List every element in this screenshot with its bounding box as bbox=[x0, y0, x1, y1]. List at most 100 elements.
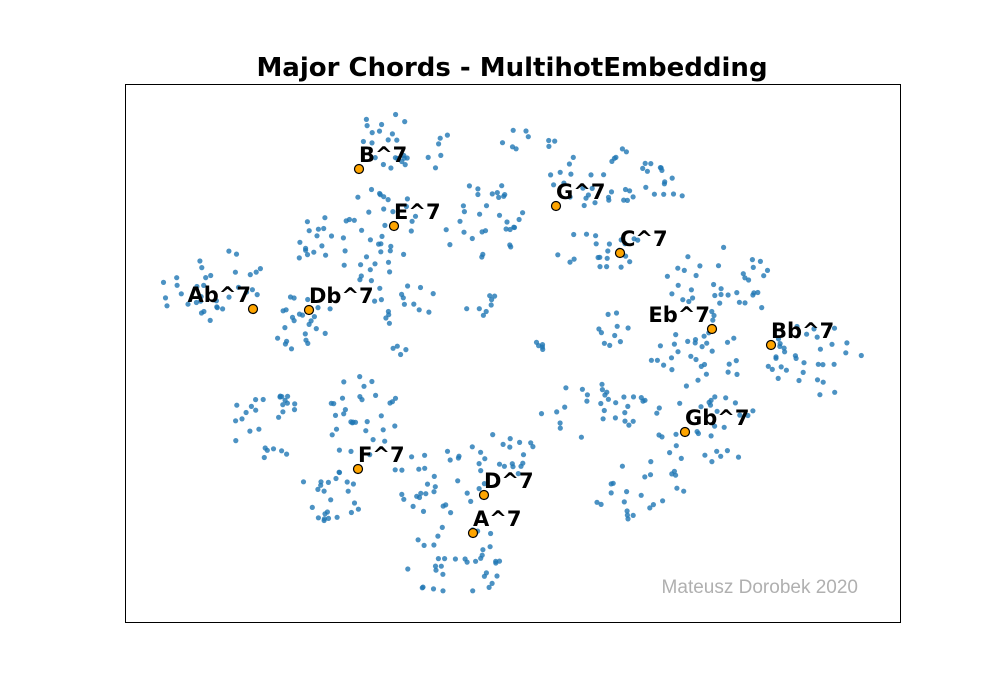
scatter-point bbox=[476, 306, 482, 312]
scatter-point bbox=[661, 362, 667, 368]
scatter-point bbox=[336, 447, 342, 453]
scatter-point bbox=[279, 448, 285, 454]
scatter-point bbox=[394, 343, 400, 349]
scatter-point bbox=[319, 243, 325, 249]
scatter-point bbox=[688, 287, 695, 293]
scatter-point bbox=[555, 252, 561, 258]
scatter-point bbox=[405, 566, 411, 572]
scatter-point bbox=[513, 146, 519, 152]
scatter-point bbox=[499, 140, 506, 146]
scatter-point bbox=[435, 533, 441, 539]
scatter-point bbox=[357, 374, 363, 380]
scatter-point bbox=[737, 412, 743, 418]
scatter-point bbox=[418, 490, 424, 496]
scatter-point bbox=[455, 478, 461, 484]
scatter-point bbox=[726, 361, 732, 367]
scatter-point bbox=[794, 323, 800, 330]
scatter-point bbox=[647, 472, 654, 478]
scatter-point bbox=[321, 488, 327, 494]
scatter-point bbox=[367, 452, 373, 458]
scatter-point bbox=[315, 486, 321, 492]
scatter-point bbox=[331, 401, 337, 407]
scatter-point bbox=[685, 254, 691, 260]
scatter-point bbox=[746, 277, 752, 283]
chord-label: B^7 bbox=[359, 143, 407, 167]
scatter-point bbox=[457, 218, 463, 224]
scatter-point bbox=[368, 278, 374, 284]
scatter-point bbox=[403, 203, 409, 210]
scatter-point bbox=[717, 300, 723, 306]
scatter-point bbox=[679, 193, 685, 199]
scatter-point bbox=[688, 353, 694, 359]
scatter-point bbox=[481, 573, 487, 579]
scatter-point bbox=[401, 251, 407, 257]
scatter-point bbox=[496, 212, 503, 218]
scatter-point bbox=[405, 283, 411, 289]
scatter-point bbox=[262, 445, 268, 451]
scatter-point bbox=[702, 452, 708, 458]
scatter-point bbox=[440, 588, 446, 594]
scatter-point bbox=[380, 161, 386, 168]
scatter-point bbox=[438, 152, 444, 158]
scatter-point bbox=[709, 459, 715, 465]
scatter-point bbox=[612, 332, 618, 339]
scatter-point bbox=[409, 454, 415, 460]
scatter-point bbox=[247, 272, 253, 278]
scatter-point bbox=[618, 264, 624, 270]
scatter-point bbox=[385, 197, 391, 203]
scatter-point bbox=[692, 337, 699, 343]
scatter-point bbox=[477, 211, 483, 217]
scatter-point bbox=[296, 255, 302, 261]
scatter-point bbox=[686, 298, 692, 305]
scatter-point bbox=[390, 209, 396, 215]
scatter-point bbox=[417, 284, 424, 291]
scatter-point bbox=[160, 279, 167, 285]
scatter-point bbox=[697, 263, 703, 269]
scatter-point bbox=[378, 297, 384, 303]
scatter-point bbox=[642, 474, 648, 480]
scatter-point bbox=[422, 465, 428, 471]
chart-title: Major Chords - MultihotEmbedding bbox=[256, 53, 767, 83]
scatter-point bbox=[399, 467, 405, 473]
scatter-point bbox=[481, 481, 487, 487]
scatter-point bbox=[814, 334, 820, 340]
scatter-point bbox=[469, 444, 475, 450]
scatter-point bbox=[403, 347, 409, 353]
scatter-point bbox=[381, 194, 387, 200]
scatter-point bbox=[843, 350, 849, 356]
scatter-point bbox=[174, 282, 180, 288]
scatter-point bbox=[480, 312, 486, 318]
scatter-point bbox=[478, 468, 484, 474]
scatter-point bbox=[199, 265, 205, 271]
scatter-point bbox=[492, 293, 498, 299]
scatter-point bbox=[734, 290, 740, 296]
scatter-point bbox=[315, 305, 321, 311]
scatter-point bbox=[340, 235, 346, 241]
scatter-point bbox=[433, 567, 439, 573]
scatter-point bbox=[820, 362, 826, 368]
scatter-point bbox=[367, 267, 373, 273]
scatter-point bbox=[721, 424, 727, 430]
scatter-point bbox=[604, 255, 610, 261]
scatter-point bbox=[605, 311, 611, 317]
scatter-point bbox=[412, 213, 419, 219]
scatter-point bbox=[404, 196, 410, 202]
scatter-point bbox=[778, 364, 784, 370]
scatter-point bbox=[614, 323, 620, 329]
scatter-point bbox=[621, 499, 627, 505]
scatter-point bbox=[198, 294, 204, 300]
scatter-point bbox=[675, 282, 681, 288]
scatter-point bbox=[197, 258, 203, 264]
scatter-point bbox=[698, 404, 704, 410]
scatter-point bbox=[325, 515, 332, 522]
scatter-point bbox=[750, 408, 756, 414]
scatter-point bbox=[488, 302, 494, 308]
scatter-point bbox=[480, 547, 486, 553]
scatter-point bbox=[233, 438, 239, 444]
scatter-point bbox=[389, 131, 395, 137]
scatter-point bbox=[669, 175, 675, 181]
scatter-point bbox=[201, 282, 207, 288]
scatter-point bbox=[648, 459, 654, 465]
scatter-point bbox=[608, 481, 614, 487]
